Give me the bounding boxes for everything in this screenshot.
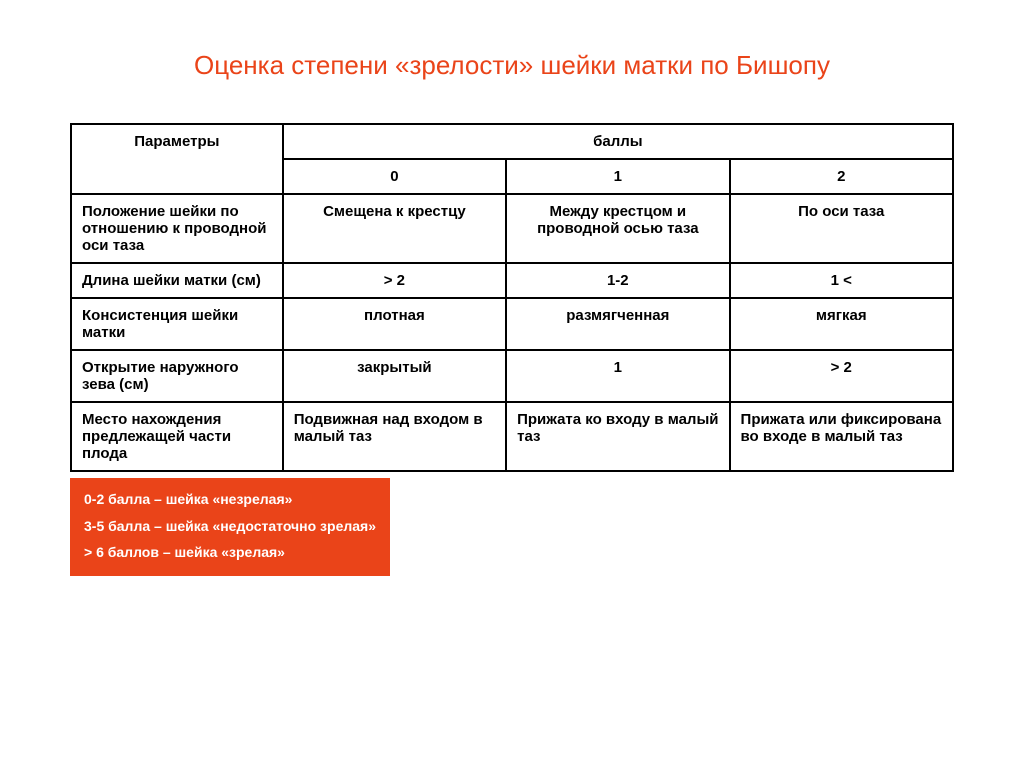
table-row: Длина шейки матки (см) > 2 1-2 1 < [71, 263, 953, 298]
cell: Смещена к крестцу [283, 194, 506, 263]
cell: плотная [283, 298, 506, 350]
cell: 1 < [730, 263, 953, 298]
cell: Между крестцом и проводной осью таза [506, 194, 729, 263]
cell: 1-2 [506, 263, 729, 298]
row-label: Длина шейки матки (см) [71, 263, 283, 298]
cell: мягкая [730, 298, 953, 350]
cell: > 2 [730, 350, 953, 402]
score-legend: 0-2 балла – шейка «незрелая» 3-5 балла –… [70, 478, 390, 576]
header-scores: баллы [283, 124, 953, 159]
cell: 1 [506, 350, 729, 402]
row-label: Место нахождения предлежащей части плода [71, 402, 283, 471]
row-label: Открытие наружного зева (см) [71, 350, 283, 402]
cell: закрытый [283, 350, 506, 402]
cell: размягченная [506, 298, 729, 350]
row-label: Консистенция шейки матки [71, 298, 283, 350]
cell: Прижата ко входу в малый таз [506, 402, 729, 471]
header-parameters: Параметры [71, 124, 283, 194]
header-score-1: 1 [506, 159, 729, 194]
header-score-2: 2 [730, 159, 953, 194]
table-row: Положение шейки по отношению к проводной… [71, 194, 953, 263]
legend-line: 3-5 балла – шейка «недостаточно зрелая» [84, 513, 376, 540]
legend-line: 0-2 балла – шейка «незрелая» [84, 486, 376, 513]
legend-line: > 6 баллов – шейка «зрелая» [84, 539, 376, 566]
cell: Подвижная над входом в малый таз [283, 402, 506, 471]
bishop-score-table: Параметры баллы 0 1 2 Положение шейки по… [70, 123, 954, 472]
cell: > 2 [283, 263, 506, 298]
table-header-row-1: Параметры баллы [71, 124, 953, 159]
row-label: Положение шейки по отношению к проводной… [71, 194, 283, 263]
table-row: Открытие наружного зева (см) закрытый 1 … [71, 350, 953, 402]
table-row: Консистенция шейки матки плотная размягч… [71, 298, 953, 350]
cell: По оси таза [730, 194, 953, 263]
header-score-0: 0 [283, 159, 506, 194]
cell: Прижата или фиксирована во входе в малый… [730, 402, 953, 471]
page-title: Оценка степени «зрелости» шейки матки по… [70, 50, 954, 81]
table-row: Место нахождения предлежащей части плода… [71, 402, 953, 471]
